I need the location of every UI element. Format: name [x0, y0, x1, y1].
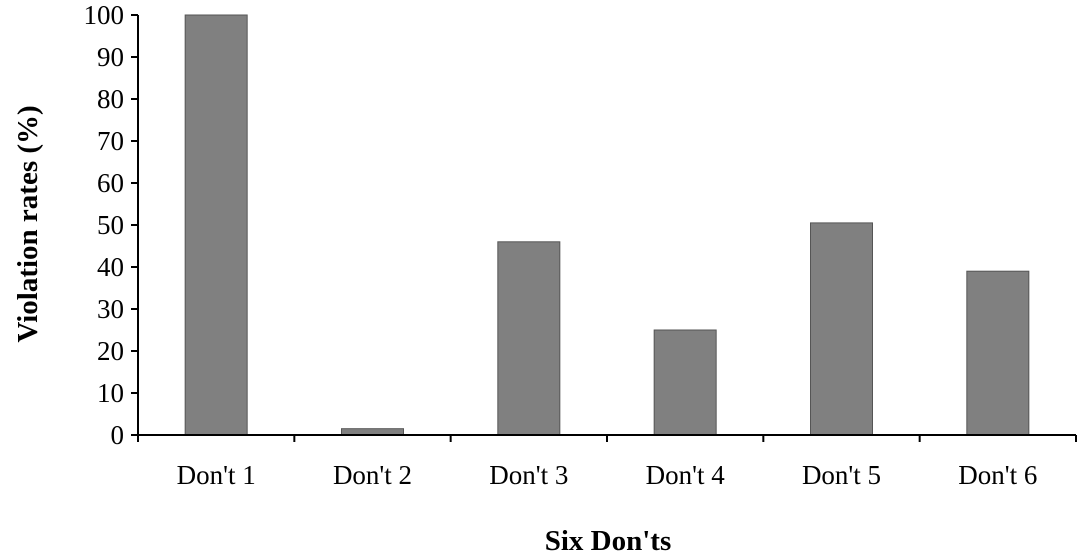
- x-tick-label-4: Don't 4: [646, 460, 726, 490]
- bar-4: [653, 329, 717, 436]
- y-tick-label-80: 80: [97, 84, 124, 114]
- x-tick-labels: Don't 1 Don't 2 Don't 3 Don't 4 Don't 5 Don't…: [177, 460, 1038, 490]
- x-tick-label-3: Don't 3: [489, 460, 568, 490]
- bar-5: [810, 222, 873, 436]
- bar-6: [966, 270, 1030, 436]
- bar-3: [497, 241, 561, 436]
- y-axis: [131, 14, 139, 436]
- bars-group: [184, 14, 1030, 436]
- x-tick-label-1: Don't 1: [177, 460, 256, 490]
- y-tick-label-20: 20: [97, 336, 124, 366]
- y-tick-label-70: 70: [97, 126, 124, 156]
- y-tick-label-30: 30: [97, 294, 124, 324]
- bar-1: [184, 14, 248, 436]
- y-tick-label-50: 50: [97, 210, 124, 240]
- y-tick-label-100: 100: [84, 0, 125, 30]
- y-tick-label-0: 0: [111, 420, 125, 450]
- x-tick-label-6: Don't 6: [958, 460, 1037, 490]
- y-tick-label-60: 60: [97, 168, 124, 198]
- x-axis: [137, 434, 1077, 442]
- y-tick-label-90: 90: [97, 42, 124, 72]
- x-tick-label-2: Don't 2: [333, 460, 412, 490]
- x-axis-title: Six Don'ts: [545, 525, 672, 554]
- y-axis-title: Violation rates (%): [12, 105, 44, 342]
- y-tick-label-40: 40: [97, 252, 124, 282]
- y-tick-label-10: 10: [97, 378, 124, 408]
- x-tick-label-5: Don't 5: [802, 460, 881, 490]
- y-tick-labels: 0 10 20 30 40 50 60 70 80 90 100: [84, 0, 125, 450]
